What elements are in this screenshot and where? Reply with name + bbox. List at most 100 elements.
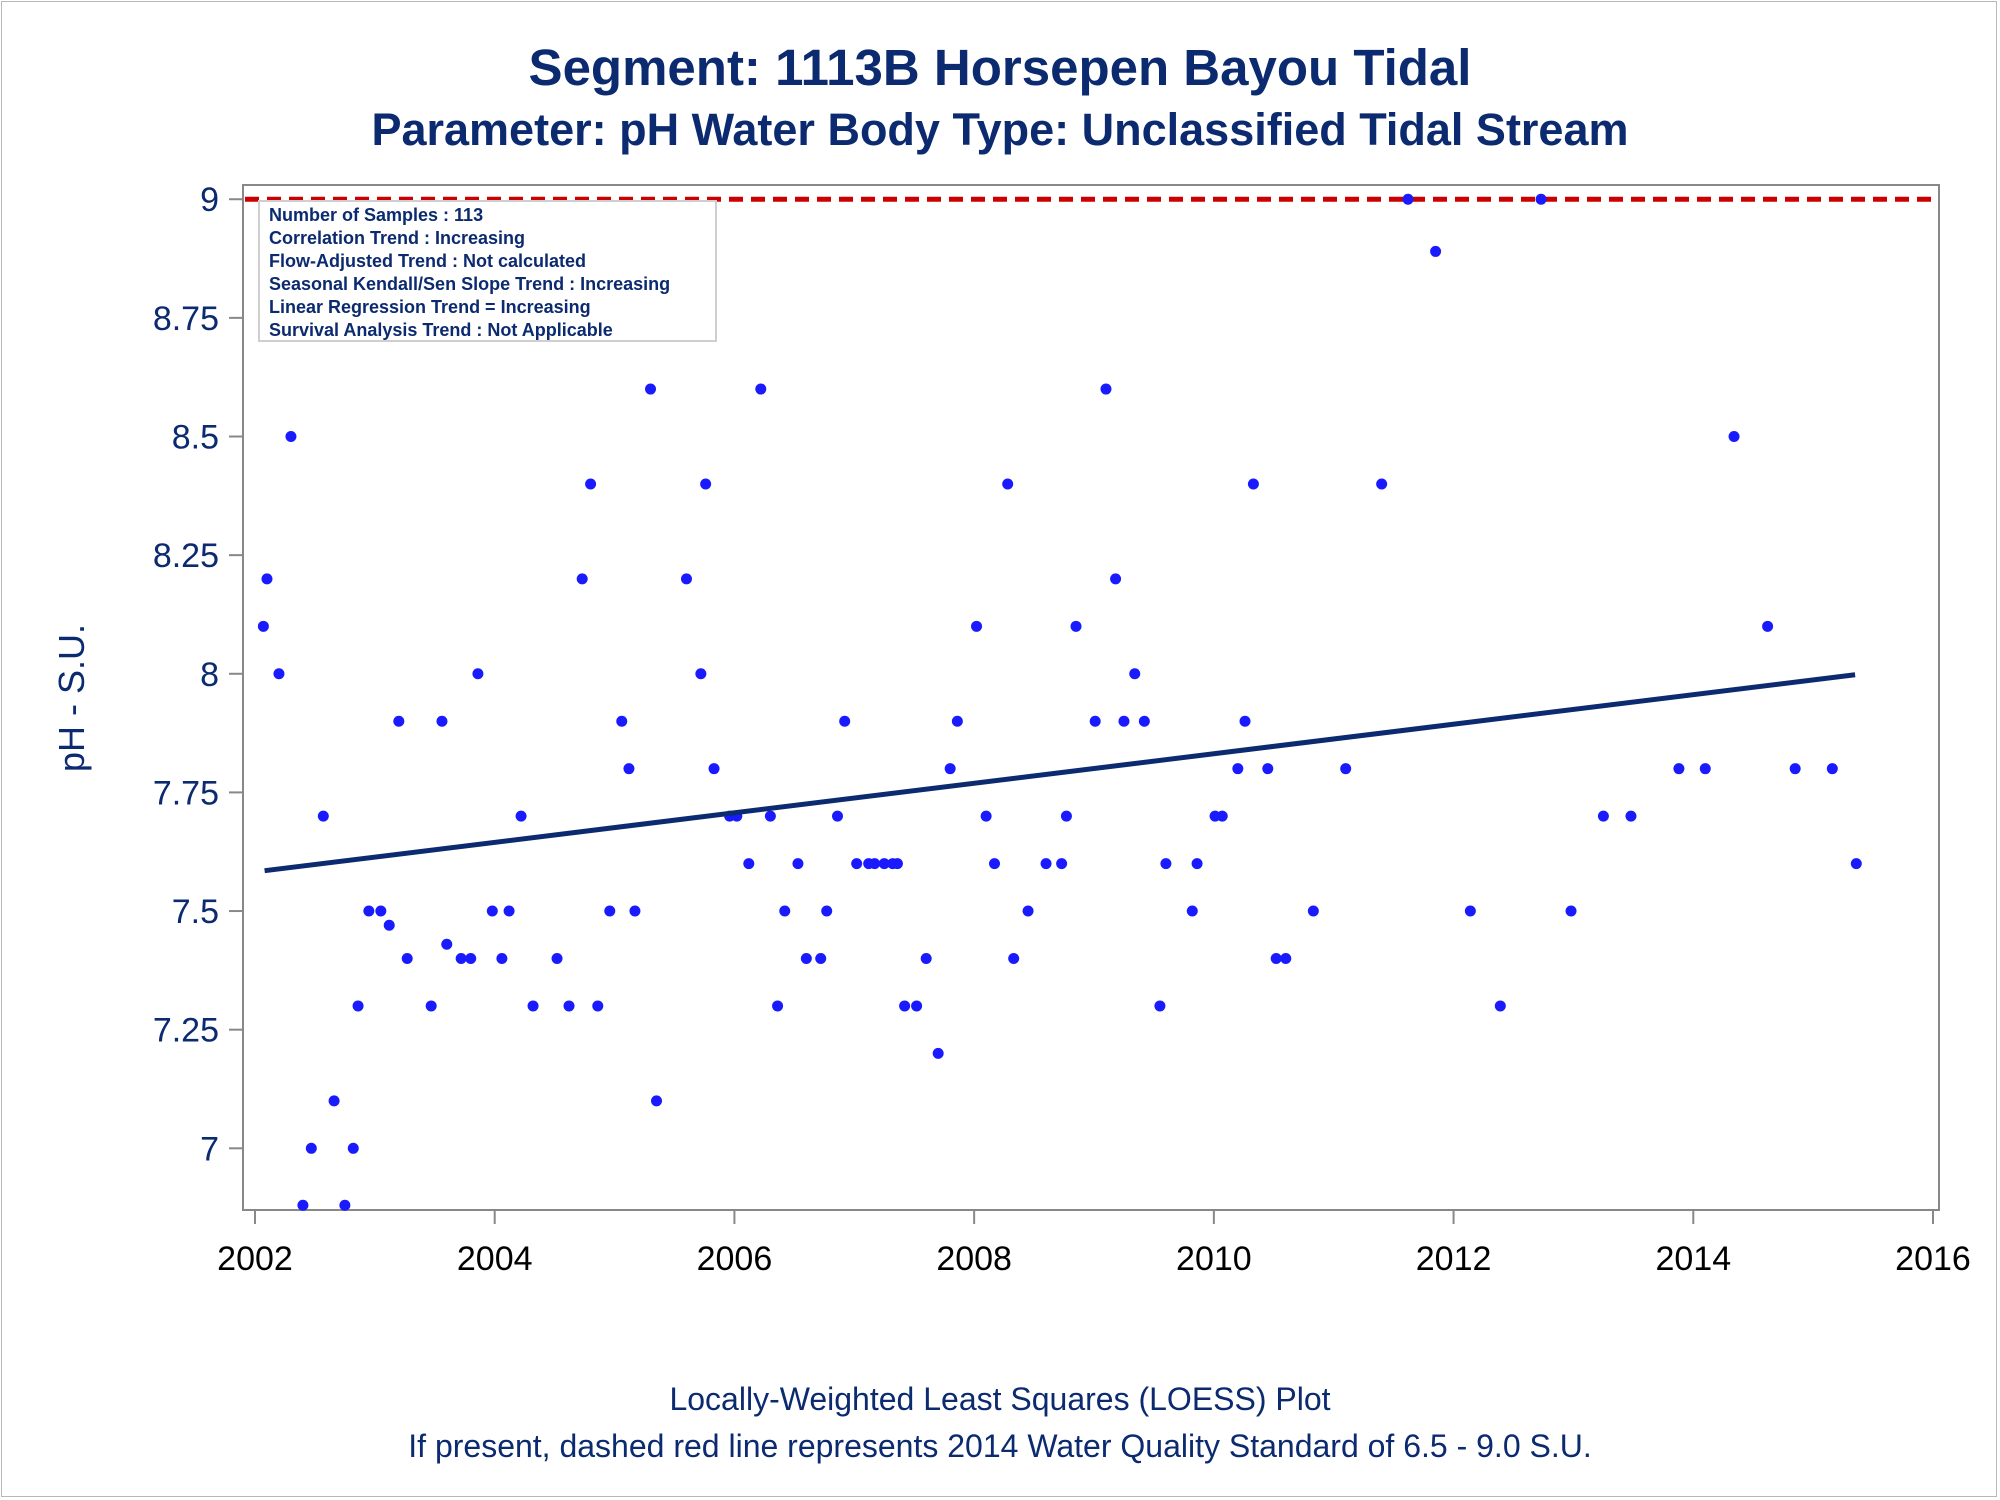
data-point [1239, 715, 1251, 727]
data-point [1089, 715, 1101, 727]
chart-subtitle: Parameter: pH Water Body Type: Unclassif… [371, 104, 1629, 155]
data-point [891, 858, 903, 870]
data-point [503, 905, 515, 917]
data-point [1430, 245, 1442, 257]
x-axis: 2002 2004 2006 2008 2010 2012 2014 2016 [217, 1210, 1971, 1278]
data-point [1762, 620, 1774, 632]
data-point [932, 1047, 944, 1059]
data-point [1826, 763, 1838, 775]
data-point [1728, 431, 1740, 443]
data-point [1008, 952, 1020, 964]
data-point [592, 1000, 604, 1012]
chart-title: Segment: 1113B Horsepen Bayou Tidal [528, 39, 1472, 96]
data-point [708, 763, 720, 775]
data-point [486, 905, 498, 917]
data-point [779, 905, 791, 917]
data-point [527, 1000, 539, 1012]
data-point [472, 668, 484, 680]
data-point [339, 1199, 351, 1211]
data-point [1262, 763, 1274, 775]
data-point [1232, 763, 1244, 775]
data-point [393, 715, 405, 727]
x-tick-label: 2008 [936, 1240, 1012, 1278]
data-points [257, 193, 1862, 1211]
data-point [1056, 858, 1068, 870]
data-point [604, 905, 616, 917]
data-point [1129, 668, 1141, 680]
data-point [629, 905, 641, 917]
y-tick-label: 8 [200, 656, 219, 694]
data-point [261, 573, 273, 585]
data-point [551, 952, 563, 964]
trend-stats-box: Number of Samples : 113 Correlation Trend… [258, 200, 717, 342]
data-point [585, 478, 597, 490]
data-point [425, 1000, 437, 1012]
data-point [851, 858, 863, 870]
data-point [496, 952, 508, 964]
data-point [576, 573, 588, 585]
footer-loess-note: Locally-Weighted Least Squares (LOESS) P… [669, 1381, 1331, 1417]
data-point [1402, 193, 1414, 205]
data-point [1191, 858, 1203, 870]
stats-box-border [258, 200, 717, 342]
footer-standard-note: If present, dashed red line represents 2… [408, 1428, 1592, 1464]
data-point [1307, 905, 1319, 917]
y-tick-label: 7.5 [172, 893, 219, 931]
y-tick-label: 8.25 [153, 537, 219, 575]
data-point [1340, 763, 1352, 775]
data-point [515, 810, 527, 822]
data-point [645, 383, 657, 395]
data-point [695, 668, 707, 680]
data-point [401, 952, 413, 964]
data-point [352, 1000, 364, 1012]
data-point [1160, 858, 1172, 870]
x-tick-label: 2004 [457, 1240, 533, 1278]
x-tick-label: 2012 [1416, 1240, 1492, 1278]
data-point [1494, 1000, 1506, 1012]
data-point [1186, 905, 1198, 917]
data-point [1118, 715, 1130, 727]
data-point [257, 620, 269, 632]
data-point [899, 1000, 911, 1012]
data-point [317, 810, 329, 822]
data-point [792, 858, 804, 870]
data-point [1002, 478, 1014, 490]
data-point [951, 715, 963, 727]
data-point [1699, 763, 1711, 775]
data-point [1040, 858, 1052, 870]
data-point [441, 938, 453, 950]
data-point [375, 905, 387, 917]
data-point [273, 668, 285, 680]
stats-line: Number of Samples : 113 [269, 205, 483, 225]
data-point [1535, 193, 1547, 205]
data-point [911, 1000, 923, 1012]
y-tick-label: 8.5 [172, 419, 219, 457]
data-point [743, 858, 755, 870]
data-point [800, 952, 812, 964]
y-tick-label: 7.75 [153, 774, 219, 812]
data-point [1070, 620, 1082, 632]
data-point [1100, 383, 1112, 395]
data-point [616, 715, 628, 727]
data-point [383, 919, 395, 931]
data-point [1673, 763, 1685, 775]
data-point [755, 383, 767, 395]
data-point [623, 763, 635, 775]
data-point [815, 952, 827, 964]
data-point [680, 573, 692, 585]
data-point [1022, 905, 1034, 917]
data-point [1565, 905, 1577, 917]
data-point [869, 858, 881, 870]
data-point [764, 810, 776, 822]
data-point [971, 620, 983, 632]
data-point [989, 858, 1001, 870]
data-point [980, 810, 992, 822]
stats-line: Linear Regression Trend = Increasing [269, 297, 591, 317]
data-point [285, 431, 297, 443]
data-point [821, 905, 833, 917]
y-axis: 7 7.25 7.5 7.75 8 8.25 8.5 8.75 9 [153, 181, 243, 1168]
data-point [1138, 715, 1150, 727]
stats-line: Flow-Adjusted Trend : Not calculated [269, 251, 586, 271]
